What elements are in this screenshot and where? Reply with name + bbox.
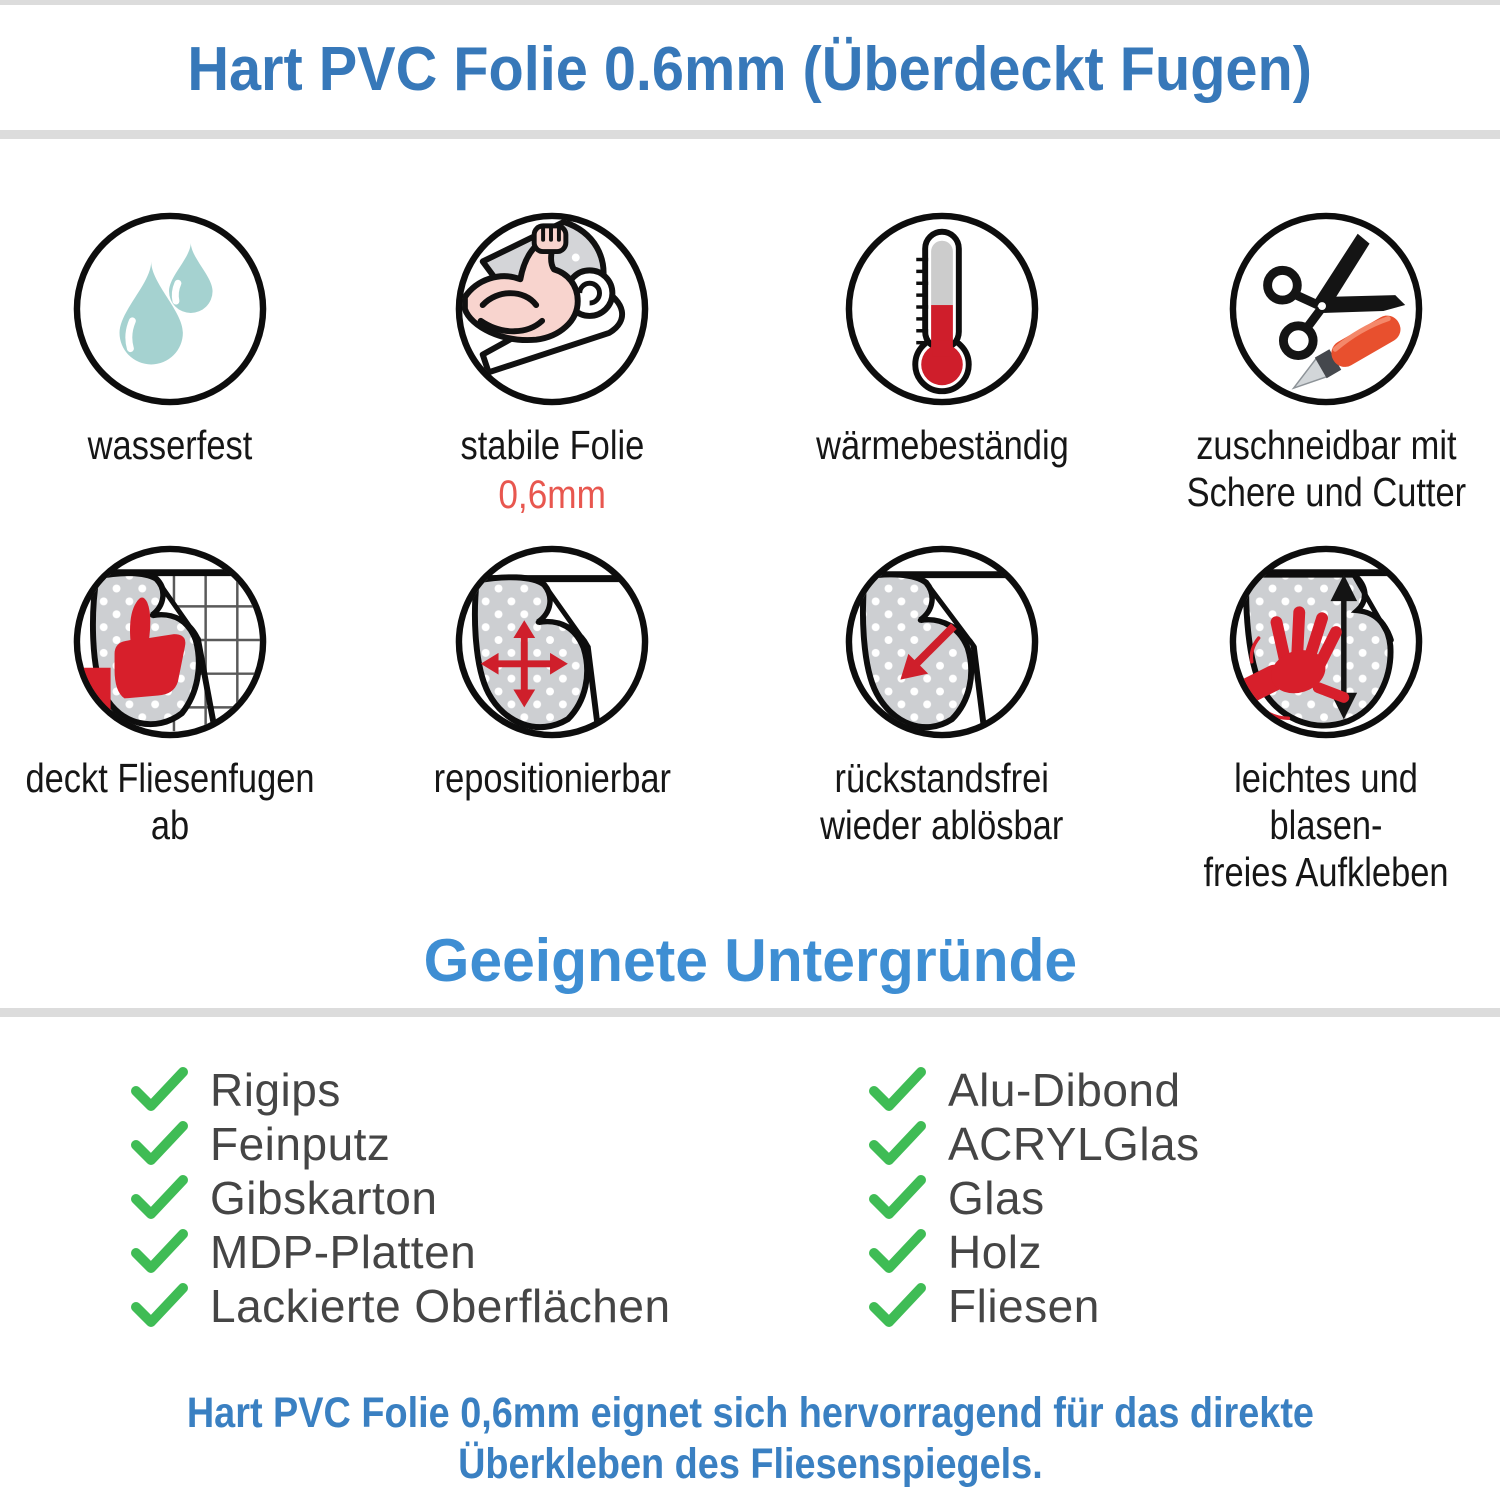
check-icon	[869, 1067, 926, 1111]
feature-caption: repositionierbar	[370, 755, 734, 802]
feature-wasserfest: wasserfest	[0, 210, 352, 469]
feature-sublabel: 0,6mm	[498, 473, 606, 517]
check-icon	[869, 1283, 926, 1327]
feature-caption: wasserfest	[0, 422, 352, 469]
feature-label: wasserfest	[87, 422, 253, 468]
top-divider-bar	[0, 0, 1500, 5]
feature-stabile-folie: stabile Folie 0,6mm	[370, 210, 734, 517]
list-item: Fliesen	[866, 1279, 1200, 1333]
check-icon	[869, 1175, 926, 1219]
list-item: Alu-Dibond	[866, 1063, 1200, 1117]
substrate-label: Holz	[948, 1226, 1043, 1278]
list-item: Gibskarton	[128, 1171, 671, 1225]
feature-label: repositionierbar	[433, 755, 671, 801]
substrate-label: Feinputz	[210, 1118, 391, 1170]
check-icon	[131, 1175, 188, 1219]
thumbs-up-tile-foil-icon	[71, 543, 269, 741]
feature-zuschneidbar: zuschneidbar mit Schere und Cutter	[1144, 210, 1500, 516]
check-icon	[131, 1067, 188, 1111]
feature-subcaption: 0,6mm	[370, 473, 734, 517]
water-drops-icon	[71, 210, 269, 408]
feature-label: rückstandsfrei wieder ablösbar	[820, 755, 1064, 848]
feature-label: deckt Fliesenfugen ab	[25, 755, 315, 848]
feature-repositionierbar: repositionierbar	[370, 543, 734, 802]
check-icon	[131, 1283, 188, 1327]
check-icon	[131, 1121, 188, 1165]
list-item: MDP-Platten	[128, 1225, 671, 1279]
page-title-text: Hart PVC Folie 0.6mm (Überdeckt Fugen)	[187, 35, 1313, 104]
scissors-and-cutter-icon	[1227, 210, 1425, 408]
feature-caption: rückstandsfrei wieder ablösbar	[760, 755, 1124, 849]
substrate-label: Fliesen	[948, 1280, 1100, 1332]
section-title-untergruende: Geeignete Untergründe	[0, 928, 1500, 994]
feature-caption: zuschneidbar mit Schere und Cutter	[1144, 422, 1500, 516]
foil-peel-arrow-icon	[843, 543, 1041, 741]
section-divider-bar	[0, 1008, 1500, 1017]
check-icon	[131, 1229, 188, 1273]
feature-label: zuschneidbar mit Schere und Cutter	[1186, 422, 1466, 515]
feature-deckt-fliesenfugen: deckt Fliesenfugen ab	[0, 543, 352, 849]
thermometer-icon	[843, 210, 1041, 408]
feature-label: leichtes und blasen- freies Aufkleben	[1203, 755, 1449, 895]
hand-smoothing-foil-icon	[1227, 543, 1425, 741]
substrate-label: MDP-Platten	[210, 1226, 477, 1278]
substrate-label: Alu-Dibond	[948, 1064, 1181, 1116]
feature-leichtes-aufkleben: leichtes und blasen- freies Aufkleben	[1144, 543, 1500, 896]
feature-label: stabile Folie	[460, 422, 644, 468]
substrate-label: ACRYLGlas	[948, 1118, 1200, 1170]
substrate-label: Lackierte Oberflächen	[210, 1280, 671, 1332]
substrate-list-right: Alu-Dibond ACRYLGlas Glas Holz Fliesen	[866, 1063, 1200, 1333]
muscle-arm-foil-roll-icon	[453, 210, 651, 408]
section-title-text: Geeignete Untergründe	[423, 927, 1077, 994]
page-title: Hart PVC Folie 0.6mm (Überdeckt Fugen)	[0, 36, 1500, 104]
feature-label: wärmebeständig	[815, 422, 1069, 468]
list-item: Holz	[866, 1225, 1200, 1279]
feature-rueckstandsfrei: rückstandsfrei wieder ablösbar	[760, 543, 1124, 849]
footer-note-text: Hart PVC Folie 0,6mm eignet sich hervorr…	[186, 1389, 1314, 1488]
feature-caption: wärmebeständig	[760, 422, 1124, 469]
substrate-label: Gibskarton	[210, 1172, 438, 1224]
check-icon	[869, 1229, 926, 1273]
foil-move-arrows-icon	[453, 543, 651, 741]
title-divider-bar	[0, 130, 1500, 139]
list-item: Lackierte Oberflächen	[128, 1279, 671, 1333]
feature-caption: stabile Folie	[370, 422, 734, 469]
footer-note: Hart PVC Folie 0,6mm eignet sich hervorr…	[0, 1388, 1500, 1490]
check-icon	[869, 1121, 926, 1165]
list-item: Rigips	[128, 1063, 671, 1117]
feature-waermebestaendig: wärmebeständig	[760, 210, 1124, 469]
list-item: ACRYLGlas	[866, 1117, 1200, 1171]
list-item: Feinputz	[128, 1117, 671, 1171]
substrate-label: Glas	[948, 1172, 1045, 1224]
feature-caption: deckt Fliesenfugen ab	[0, 755, 352, 849]
substrate-label: Rigips	[210, 1064, 341, 1116]
feature-caption: leichtes und blasen- freies Aufkleben	[1144, 755, 1500, 896]
list-item: Glas	[866, 1171, 1200, 1225]
substrate-list-left: Rigips Feinputz Gibskarton MDP-Platten L…	[128, 1063, 671, 1333]
